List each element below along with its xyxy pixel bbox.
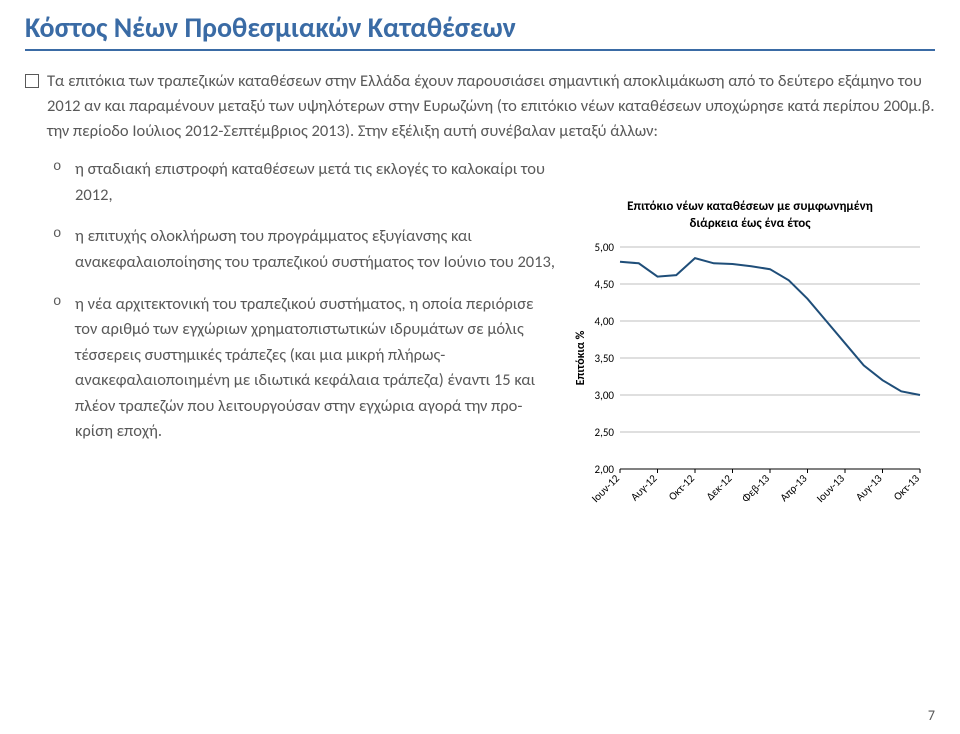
intro-block: Τα επιτόκια των τραπεζικών καταθέσεων στ…	[0, 69, 960, 143]
list-item: η νέα αρχιτεκτονική του τραπεζικού συστή…	[53, 292, 555, 445]
svg-text:4,50: 4,50	[595, 278, 615, 291]
svg-text:3,50: 3,50	[595, 352, 615, 365]
square-bullet-icon	[25, 74, 39, 88]
svg-text:Οκτ-13: Οκτ-13	[891, 472, 922, 503]
chart-title-line1: Επιτόκιο νέων καταθέσεων με συμφωνημένη	[627, 199, 873, 214]
chart-title-line2: διάρκεια έως ένα έτος	[690, 216, 811, 231]
content-row: η σταδιακή επιστροφή καταθέσεων μετά τις…	[0, 143, 960, 519]
page-number: 7	[928, 707, 935, 724]
svg-text:Φεβ-13: Φεβ-13	[739, 472, 772, 505]
sub-bullet-list: η σταδιακή επιστροφή καταθέσεων μετά τις…	[25, 157, 555, 445]
svg-text:Οκτ-12: Οκτ-12	[666, 472, 697, 503]
svg-text:Ιουν-12: Ιουν-12	[589, 472, 623, 506]
title-underline	[25, 49, 935, 51]
page-title: Κόστος Νέων Προθεσμιακών Καταθέσεων	[0, 0, 960, 49]
svg-text:Επιτόκια %: Επιτόκια %	[574, 330, 588, 385]
right-column: Επιτόκιο νέων καταθέσεων με συμφωνημένη …	[570, 149, 935, 519]
list-item: η επιτυχής ολοκλήρωση του προγράμματος ε…	[53, 224, 555, 275]
left-column: η σταδιακή επιστροφή καταθέσεων μετά τις…	[25, 149, 555, 519]
svg-text:3,00: 3,00	[595, 389, 615, 402]
chart-title: Επιτόκιο νέων καταθέσεων με συμφωνημένη …	[570, 199, 930, 233]
chart-container: Επιτόκιο νέων καταθέσεων με συμφωνημένη …	[570, 199, 930, 519]
svg-text:Δεκ-12: Δεκ-12	[704, 472, 735, 503]
svg-text:5,00: 5,00	[595, 241, 615, 254]
intro-text: Τα επιτόκια των τραπεζικών καταθέσεων στ…	[47, 69, 935, 143]
svg-text:2,50: 2,50	[595, 426, 615, 439]
svg-text:4,00: 4,00	[595, 315, 615, 328]
svg-text:Ιουν-13: Ιουν-13	[814, 472, 848, 506]
list-item: η σταδιακή επιστροφή καταθέσεων μετά τις…	[53, 157, 555, 208]
svg-text:Απρ-13: Απρ-13	[777, 472, 810, 505]
line-chart: 2,002,503,003,504,004,505,00Επιτόκια %Ιο…	[570, 239, 930, 519]
svg-text:Αυγ-12: Αυγ-12	[628, 472, 660, 504]
svg-text:Αυγ-13: Αυγ-13	[853, 472, 885, 504]
